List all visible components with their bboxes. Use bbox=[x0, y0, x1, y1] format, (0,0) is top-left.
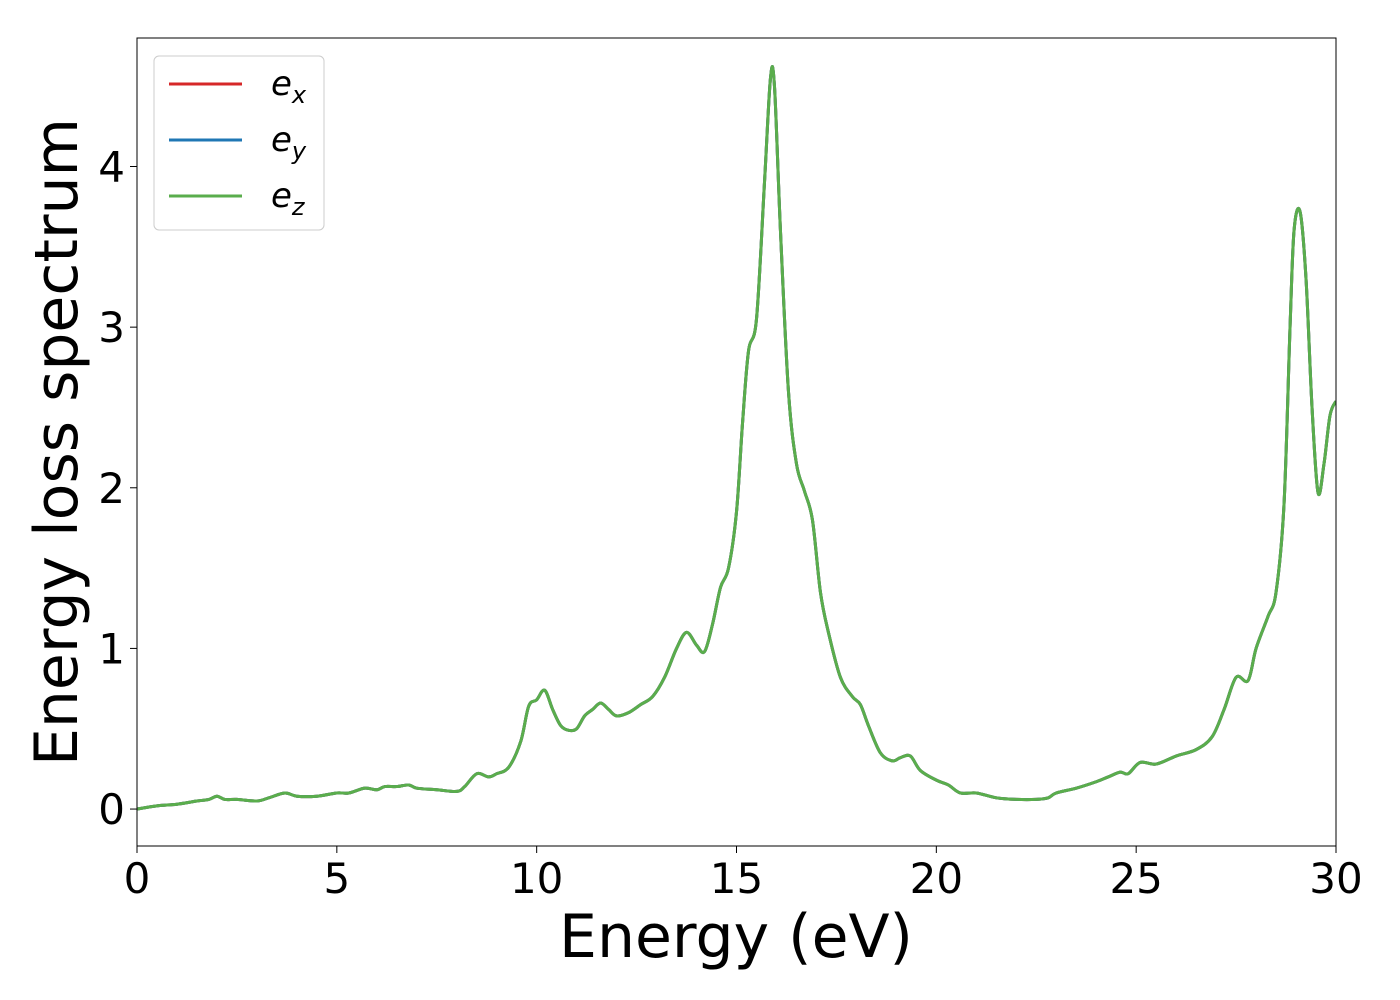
series-layer bbox=[137, 65, 1336, 811]
x-tick-label: 10 bbox=[510, 854, 563, 903]
y-tick-label: 2 bbox=[98, 464, 125, 513]
legend-box bbox=[153, 55, 325, 231]
x-axis-label: Energy (eV) bbox=[559, 902, 913, 972]
y-axis-ticks: 0 1 2 3 4 bbox=[98, 143, 137, 834]
x-tick-label: 0 bbox=[124, 854, 151, 903]
y-axis-label: Energy loss spectrum bbox=[22, 118, 92, 766]
y-tick-label: 4 bbox=[98, 143, 125, 192]
x-axis-ticks: 0 5 10 15 20 25 30 bbox=[124, 846, 1363, 903]
x-tick-label: 20 bbox=[910, 854, 963, 903]
x-tick-label: 5 bbox=[323, 854, 350, 903]
series-line-ez bbox=[137, 65, 1336, 811]
x-tick-label: 15 bbox=[710, 854, 763, 903]
plot-area bbox=[137, 38, 1336, 846]
y-tick-label: 1 bbox=[98, 624, 125, 673]
y-tick-label: 0 bbox=[98, 785, 125, 834]
x-tick-label: 25 bbox=[1109, 854, 1162, 903]
y-tick-label: 3 bbox=[98, 303, 125, 352]
x-tick-label: 30 bbox=[1309, 854, 1362, 903]
